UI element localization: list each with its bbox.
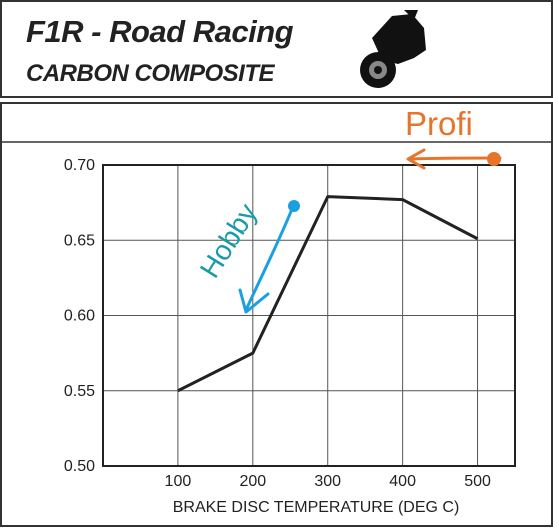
plot-frame bbox=[102, 164, 516, 467]
product-subtitle: CARBON COMPOSITE bbox=[26, 60, 275, 87]
chart-panel bbox=[0, 102, 553, 527]
y-tick-label: 0.55 bbox=[64, 383, 95, 400]
tick-labels: 100 200 300 400 500 0.50 0.55 0.60 0.65 0.70 bbox=[64, 157, 491, 490]
x-tick-label: 300 bbox=[314, 473, 341, 490]
x-tick-label: 200 bbox=[239, 473, 266, 490]
motorcycle-icon bbox=[360, 10, 426, 88]
y-tick-label: 0.60 bbox=[64, 308, 95, 325]
y-tick-label: 0.50 bbox=[64, 458, 95, 475]
x-tick-label: 400 bbox=[389, 473, 416, 490]
y-tick-label: 0.65 bbox=[64, 232, 95, 249]
x-tick-label: 100 bbox=[165, 473, 192, 490]
x-tick-label: 500 bbox=[464, 473, 491, 490]
x-axis-label: BRAKE DISC TEMPERATURE (DEG C) bbox=[173, 499, 460, 516]
y-tick-label: 0.70 bbox=[64, 157, 95, 174]
profi-arrow bbox=[406, 148, 502, 170]
grid bbox=[103, 164, 515, 467]
hobby-arrow bbox=[238, 200, 300, 314]
profi-annotation: Profi bbox=[405, 105, 473, 142]
product-title: F1R - Road Racing bbox=[26, 14, 294, 49]
header-panel: F1R - Road Racing CARBON COMPOSITE bbox=[0, 0, 553, 98]
series bbox=[177, 195, 479, 393]
